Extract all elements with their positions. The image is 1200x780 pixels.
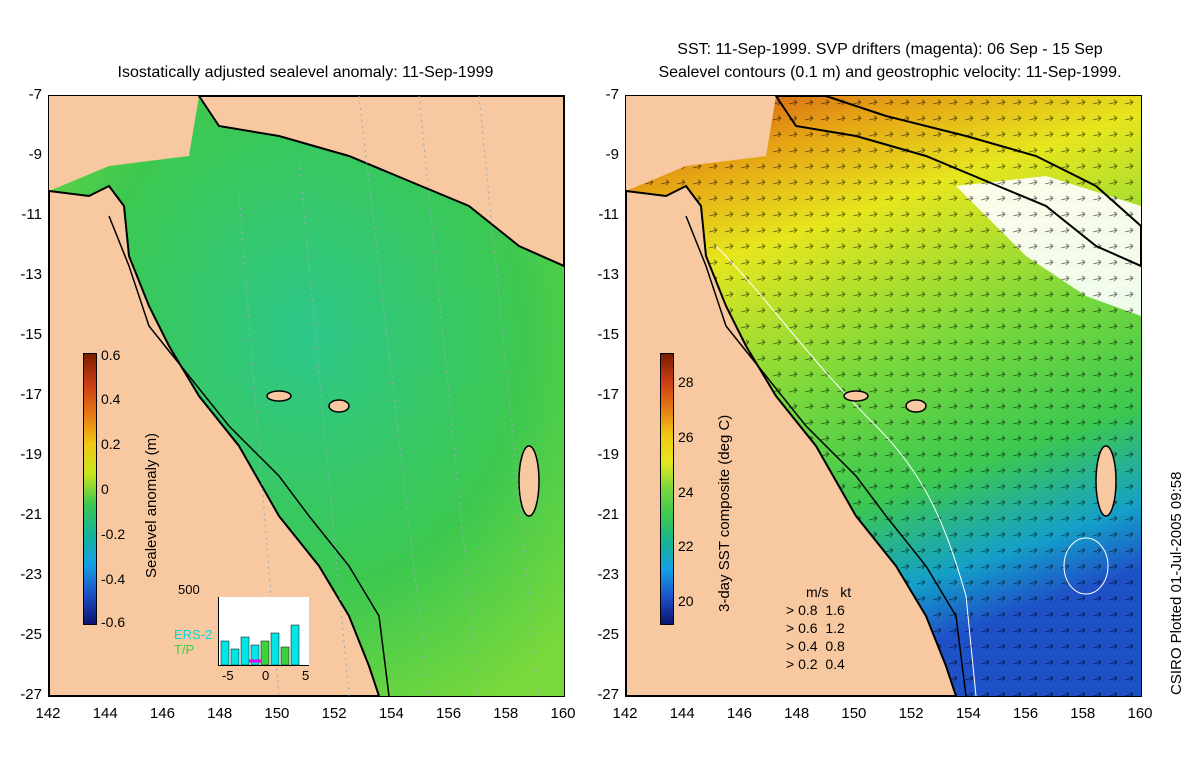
inset-series-tp: T/P — [174, 642, 195, 657]
left-y-tick: -15 — [20, 326, 42, 343]
right-y-tick: -11 — [598, 206, 619, 223]
right-x-tick: 146 — [726, 705, 752, 722]
left-colorbar-title: Sealevel anomaly (m) — [143, 432, 160, 578]
right-cbar-tick: 22 — [678, 538, 694, 554]
sealevel-contour — [1063, 537, 1109, 595]
right-cbar-tick: 24 — [678, 484, 694, 500]
left-x-tick: 150 — [264, 705, 290, 722]
velocity-legend-row: > 0.6 1.2 — [786, 620, 845, 636]
left-cbar-tick: 0.4 — [101, 391, 121, 407]
plot-credit: CSIRO Plotted 01-Jul-2005 09:58 — [1168, 471, 1185, 695]
island — [905, 399, 927, 413]
left-cbar-tick: -0.4 — [101, 571, 126, 587]
left-map — [49, 96, 564, 696]
right-x-tick: 160 — [1127, 705, 1153, 722]
right-x-tick: 158 — [1070, 705, 1096, 722]
left-cbar-tick: 0.6 — [101, 347, 121, 363]
right-y-tick: -13 — [597, 266, 619, 283]
inset-series-ers2: ERS-2 — [174, 627, 213, 642]
right-map — [626, 96, 1141, 696]
right-panel-title-line2: Sealevel contours (0.1 m) and geostrophi… — [658, 64, 1122, 81]
island — [1095, 445, 1117, 517]
right-y-tick: -21 — [597, 506, 619, 523]
left-x-tick: 144 — [92, 705, 118, 722]
reef-contour — [685, 215, 967, 696]
sealevel-contour — [715, 245, 977, 696]
left-y-tick: -17 — [20, 386, 42, 403]
left-x-tick: 152 — [321, 705, 347, 722]
right-map-frame — [625, 95, 1142, 697]
left-x-tick: 142 — [35, 705, 61, 722]
left-colorbar — [83, 353, 97, 625]
inset-xtick: -5 — [222, 668, 234, 683]
left-x-tick: 148 — [207, 705, 233, 722]
velocity-legend-row: > 0.8 1.6 — [786, 602, 845, 618]
png-coastline — [774, 96, 1141, 268]
right-cbar-tick: 28 — [678, 374, 694, 390]
right-x-tick: 152 — [898, 705, 924, 722]
left-y-tick: -7 — [28, 86, 42, 103]
left-x-tick: 156 — [436, 705, 462, 722]
right-y-tick: -9 — [605, 146, 619, 163]
right-x-tick: 150 — [841, 705, 867, 722]
left-panel-title: Isostatically adjusted sealevel anomaly:… — [117, 64, 494, 81]
left-cbar-tick: -0.6 — [101, 614, 126, 630]
left-cbar-tick: 0.2 — [101, 436, 121, 452]
island — [518, 445, 540, 517]
right-cbar-tick: 26 — [678, 429, 694, 445]
left-x-tick: 154 — [378, 705, 404, 722]
right-colorbar-title: 3-day SST composite (deg C) — [716, 414, 733, 612]
inset-xtick: 5 — [302, 668, 310, 683]
left-x-tick: 160 — [550, 705, 576, 722]
velocity-arrow-icon: > — [786, 638, 795, 654]
png-coastline — [197, 96, 564, 268]
left-x-tick: 158 — [493, 705, 519, 722]
right-x-tick: 144 — [669, 705, 695, 722]
right-x-tick: 156 — [1013, 705, 1039, 722]
left-cbar-tick: -0.2 — [101, 526, 126, 542]
velocity-legend-header: m/s kt — [806, 584, 852, 600]
island — [328, 399, 350, 413]
left-y-tick: -13 — [20, 266, 42, 283]
velocity-legend-row: > 0.2 0.4 — [786, 656, 845, 672]
velocity-arrow-icon: > — [786, 620, 795, 636]
left-y-tick: -21 — [20, 506, 42, 523]
right-x-tick: 142 — [612, 705, 638, 722]
left-map-frame — [48, 95, 565, 697]
altimeter-tracks — [238, 96, 540, 696]
velocity-legend-row: > 0.4 0.8 — [786, 638, 845, 654]
island — [843, 390, 869, 402]
right-y-tick: -17 — [597, 386, 619, 403]
velocity-arrows — [626, 96, 1141, 696]
island — [266, 390, 292, 402]
right-y-tick: -25 — [597, 626, 619, 643]
right-colorbar — [660, 353, 674, 625]
velocity-arrow-icon: > — [786, 656, 795, 672]
right-x-tick: 154 — [955, 705, 981, 722]
right-y-tick: -19 — [597, 446, 619, 463]
right-cbar-tick: 20 — [678, 593, 694, 609]
australia-coastline — [49, 184, 381, 696]
sea-region — [49, 96, 564, 696]
left-y-tick: -23 — [20, 566, 42, 583]
right-y-tick: -23 — [597, 566, 619, 583]
australia-coastline — [626, 184, 958, 696]
left-y-tick: -25 — [20, 626, 42, 643]
left-y-tick: -27 — [20, 686, 42, 703]
right-y-tick: -7 — [605, 86, 619, 103]
right-y-tick: -15 — [597, 326, 619, 343]
reef-contour — [108, 215, 390, 696]
right-panel-title-line1: SST: 11-Sep-1999. SVP drifters (magenta)… — [677, 41, 1103, 58]
velocity-arrow-icon: > — [786, 602, 795, 618]
right-x-tick: 148 — [784, 705, 810, 722]
right-y-tick: -27 — [597, 686, 619, 703]
left-y-tick: -11 — [21, 206, 42, 223]
inset-histogram — [218, 597, 309, 666]
inset-xtick: 0 — [262, 668, 270, 683]
left-y-tick: -19 — [20, 446, 42, 463]
left-y-tick: -9 — [28, 146, 42, 163]
left-cbar-tick: 0 — [101, 481, 109, 497]
inset-max-label: 500 — [178, 582, 200, 597]
left-x-tick: 146 — [149, 705, 175, 722]
